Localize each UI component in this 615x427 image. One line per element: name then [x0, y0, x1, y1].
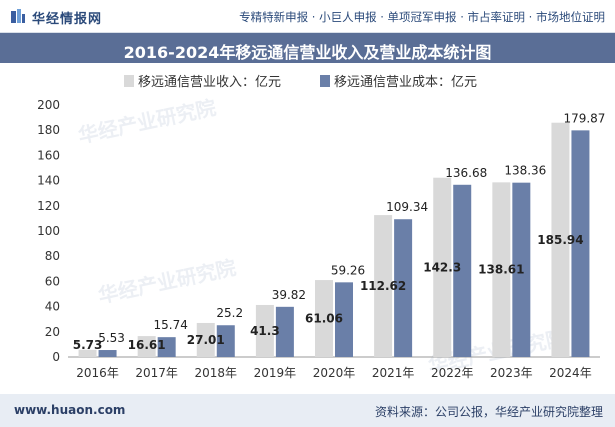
data-label-revenue: 41.3	[250, 324, 280, 338]
bar-revenue	[374, 215, 393, 357]
data-label-cost: 15.74	[153, 318, 187, 332]
footer-website[interactable]: www.huaon.com	[14, 403, 126, 417]
y-tick-label: 160	[37, 148, 60, 162]
y-tick-label: 180	[37, 123, 60, 137]
brand-logo-icon	[11, 9, 25, 23]
data-label-revenue: 5.73	[73, 338, 103, 352]
y-tick-label: 120	[37, 199, 60, 213]
bar-cost	[571, 130, 590, 357]
bar-cost	[216, 325, 235, 357]
legend-label-revenue: 移远通信营业收入：亿元	[138, 75, 281, 90]
watermark-text: 华经产业研究院	[76, 95, 218, 148]
bar-revenue	[433, 177, 452, 357]
data-label-revenue: 112.62	[360, 279, 406, 293]
y-tick-label: 20	[45, 325, 60, 339]
x-tick-label: 2016年	[76, 366, 119, 380]
y-tick-label: 140	[37, 174, 60, 188]
bar-revenue	[78, 349, 97, 357]
x-tick-label: 2021年	[372, 366, 415, 380]
title-bar: 2016-2024年移远通信营业收入及营业成本统计图	[0, 33, 615, 63]
bar-cost	[275, 306, 294, 357]
bar-revenue	[196, 322, 215, 357]
bar-revenue	[492, 182, 511, 357]
services-links[interactable]: 专精特新申报 · 小巨人申报 · 单项冠军申报 · 市占率证明 · 市场地位证明	[239, 10, 605, 24]
bar-revenue	[315, 280, 333, 357]
data-label-cost: 179.87	[563, 111, 605, 125]
chart-title: 2016-2024年移远通信营业收入及营业成本统计图	[123, 43, 492, 62]
data-label-cost: 25.2	[216, 306, 243, 320]
y-tick-label: 200	[37, 98, 60, 112]
bar-cost	[98, 350, 117, 357]
legend-swatch-revenue	[124, 75, 134, 87]
x-tick-label: 2017年	[135, 366, 178, 380]
bar-revenue	[551, 122, 570, 357]
legend-swatch-cost	[320, 75, 330, 87]
legend: 移远通信营业收入：亿元 移远通信营业成本：亿元	[124, 75, 477, 90]
data-label-cost: 59.26	[331, 263, 365, 277]
brand-name[interactable]: 华经情报网	[32, 12, 103, 27]
bar-cost	[512, 182, 531, 357]
data-label-revenue: 27.01	[187, 333, 225, 347]
y-tick-label: 60	[45, 274, 60, 288]
bar-chart: 华经产业研究院 华经产业研究院 华经产业研究院 移远通信营业收入：亿元 移远通信…	[37, 75, 606, 380]
bar-revenue	[255, 304, 274, 357]
bar-cost	[335, 282, 353, 357]
data-label-cost: 136.68	[445, 166, 487, 180]
footer-source: 资料来源：公司公报，华经产业研究院整理	[374, 405, 603, 419]
x-tick-label: 2020年	[313, 366, 356, 380]
data-label-cost: 109.34	[386, 200, 428, 214]
data-label-cost: 138.36	[504, 164, 546, 178]
x-tick-label: 2024年	[549, 366, 592, 380]
top-bar: 华经情报网 专精特新申报 · 小巨人申报 · 单项冠军申报 · 市占率证明 · …	[0, 0, 615, 33]
y-tick-label: 100	[37, 224, 60, 238]
y-tick-label: 80	[45, 249, 60, 263]
x-tick-label: 2019年	[254, 366, 297, 380]
bar-cost	[157, 337, 176, 357]
bars	[78, 122, 590, 357]
watermark-text: 华经产业研究院	[96, 255, 238, 308]
data-label-revenue: 61.06	[305, 312, 343, 326]
bar-cost	[453, 184, 472, 357]
footer: www.huaon.com 资料来源：公司公报，华经产业研究院整理	[0, 394, 615, 427]
x-tick-label: 2022年	[431, 366, 474, 380]
bar-cost	[394, 219, 413, 357]
x-axis: 2016年 2017年 2018年 2019年 2020年 2021年 2022年 2023年…	[76, 366, 591, 380]
y-tick-label: 40	[45, 300, 60, 314]
x-tick-label: 2023年	[490, 366, 533, 380]
data-label-revenue: 185.94	[537, 233, 583, 247]
x-tick-label: 2018年	[195, 366, 238, 380]
bar-revenue	[137, 336, 156, 357]
data-label-revenue: 142.3	[423, 260, 461, 274]
data-label-revenue: 16.61	[128, 338, 166, 352]
data-label-cost: 5.53	[98, 331, 125, 345]
y-axis: 0 20 40 60 80 100 120 140 160 180 200	[37, 98, 600, 364]
data-label-revenue: 138.61	[478, 263, 524, 277]
legend-label-cost: 移远通信营业成本：亿元	[334, 75, 477, 90]
data-label-cost: 39.82	[272, 288, 306, 302]
y-tick-label: 0	[52, 350, 60, 364]
